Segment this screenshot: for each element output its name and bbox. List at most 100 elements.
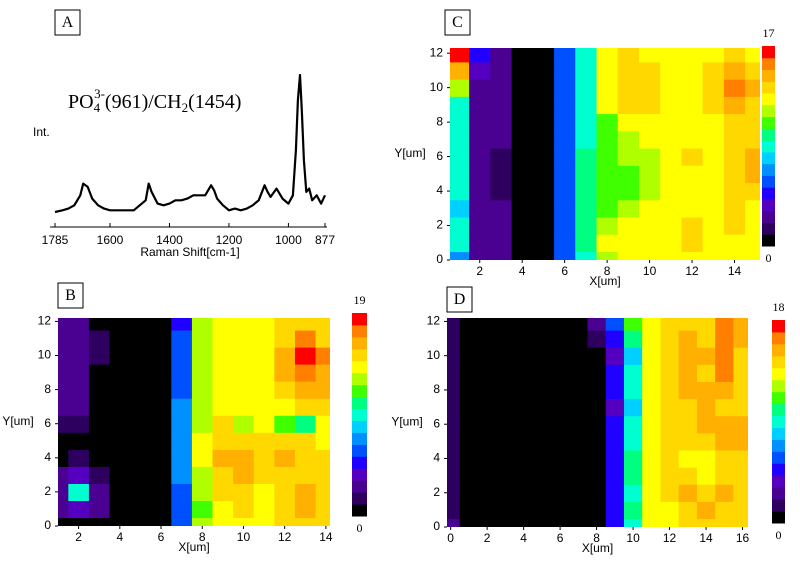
heatmap-cell (88, 415, 111, 433)
heatmap-cell (554, 216, 576, 235)
heatmap-cell (171, 517, 193, 526)
colorbar-min-label: 0 (766, 251, 772, 265)
heatmap-cell (490, 216, 513, 235)
y-axis-label: Y[um] (391, 415, 422, 429)
x-tick-label: 10 (643, 264, 657, 278)
heatmap-cell (638, 61, 661, 80)
heatmap-cell (532, 251, 555, 260)
heatmap (58, 318, 330, 526)
y-axis-label: Y[um] (2, 414, 33, 428)
colorbar-step (772, 403, 785, 417)
heatmap-cell (605, 484, 625, 502)
heatmap-cell (58, 346, 69, 365)
heatmap-cell (642, 364, 662, 382)
heatmap-cell (109, 432, 131, 450)
heatmap-cell (233, 432, 255, 450)
heatmap-cell (569, 432, 589, 451)
heatmap-cell (745, 251, 760, 260)
heatmap-cell (660, 113, 683, 132)
heatmap-cell (150, 329, 172, 348)
colorbar-step (352, 408, 367, 421)
heatmap-cell (733, 501, 748, 520)
heatmap-cell (274, 483, 296, 502)
heatmap-cell (315, 329, 330, 348)
heatmap-cell (191, 415, 214, 433)
x-tick-label: 1600 (97, 233, 124, 247)
x-tick-label: 4 (520, 531, 527, 545)
heatmap-cell (596, 251, 619, 260)
heatmap-cell (660, 48, 683, 63)
heatmap-cell (191, 483, 214, 502)
heatmap-cell (150, 500, 172, 519)
heatmap-cell (191, 346, 214, 365)
y-tick-label: 8 (433, 382, 440, 396)
heatmap-cell (447, 467, 461, 485)
heatmap-cell (450, 96, 470, 115)
heatmap-cell (660, 251, 683, 260)
heatmap-cell (514, 381, 534, 400)
colorbar-step (772, 499, 785, 512)
heatmap-cell (623, 432, 643, 451)
heatmap-cell (596, 147, 619, 166)
heatmap-cell (660, 234, 683, 252)
heatmap-cell (130, 346, 152, 365)
heatmap-cell (514, 398, 534, 417)
heatmap-cell (315, 398, 330, 416)
heatmap-cell (490, 165, 513, 184)
heatmap-cell (617, 113, 640, 132)
heatmap-cell (450, 48, 470, 63)
heatmap-cell (496, 398, 516, 417)
x-tick-label: 16 (736, 531, 750, 545)
heatmap-cell (532, 165, 555, 184)
heatmap-cell (554, 251, 576, 260)
heatmap-cell (514, 347, 534, 365)
colorbar-step (762, 151, 775, 165)
heatmap-cell (490, 61, 513, 80)
heatmap-cell (715, 467, 735, 485)
heatmap-cell (496, 415, 516, 434)
heatmap-cell (459, 484, 479, 502)
heatmap-cell (587, 467, 607, 485)
heatmap-cell (715, 364, 735, 382)
heatmap-cell (681, 113, 704, 132)
heatmap-cell (274, 415, 296, 433)
heatmap-cell (617, 234, 640, 252)
heatmap-cell (130, 500, 152, 519)
x-tick-label: 4 (519, 264, 526, 278)
colorbar-step (772, 415, 785, 428)
heatmap-cell (109, 329, 131, 348)
heatmap-cell (109, 398, 131, 416)
heatmap (447, 318, 748, 527)
colorbar-step (762, 210, 775, 223)
heatmap-cell (447, 329, 461, 348)
heatmap-cell (733, 484, 748, 502)
heatmap-cell (514, 518, 534, 527)
heatmap-cell (450, 147, 470, 166)
heatmap-cell (702, 234, 725, 252)
heatmap-cell (130, 381, 152, 399)
y-tick-label: 10 (38, 348, 52, 362)
heatmap-cell (638, 79, 661, 97)
heatmap-cell (191, 500, 214, 519)
heatmap-cell (623, 318, 643, 331)
heatmap-cell (745, 199, 760, 218)
heatmap-cell (733, 329, 748, 348)
heatmap-cell (212, 398, 234, 416)
heatmap-cell (233, 483, 255, 502)
heatmap-cell (587, 318, 607, 331)
heatmap-cell (233, 517, 255, 526)
heatmap-cell (58, 364, 69, 382)
heatmap-cell (723, 234, 746, 252)
heatmap-cell (109, 381, 131, 399)
heatmap-cell (532, 347, 552, 365)
heatmap-cell (58, 449, 69, 467)
heatmap-cell (450, 182, 470, 201)
heatmap-cell (681, 165, 704, 184)
heatmap-cell (723, 113, 746, 132)
heatmap-cell (678, 398, 698, 417)
heatmap-cell (678, 329, 698, 348)
heatmap-cell (171, 364, 193, 382)
heatmap-cell (274, 500, 296, 519)
heatmap-cell (715, 449, 735, 468)
heatmap-cell (212, 500, 234, 519)
